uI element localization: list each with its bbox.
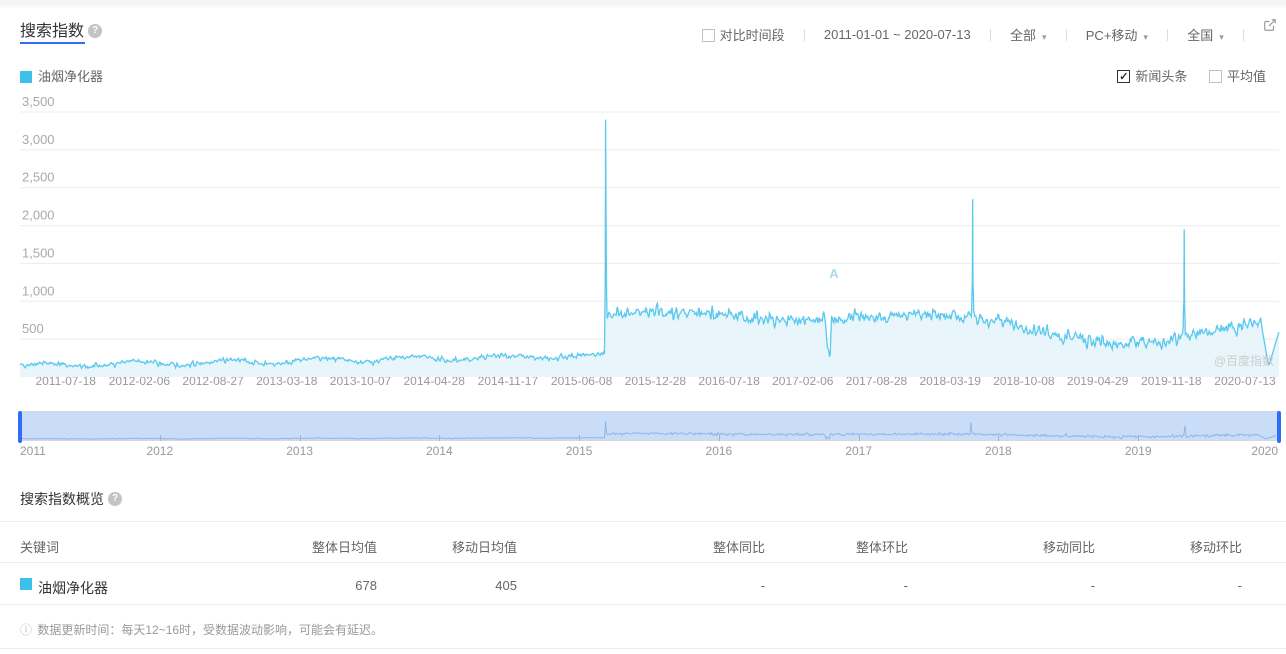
svg-text:1,500: 1,500 — [22, 245, 55, 260]
svg-text:500: 500 — [22, 321, 44, 336]
svg-text:3,500: 3,500 — [22, 94, 55, 109]
svg-text:2,500: 2,500 — [22, 170, 55, 185]
svg-text:@百度指数: @百度指数 — [1214, 353, 1274, 368]
svg-text:A: A — [829, 266, 839, 281]
svg-text:1,000: 1,000 — [22, 283, 55, 298]
svg-text:3,000: 3,000 — [22, 132, 55, 147]
svg-text:2,000: 2,000 — [22, 208, 55, 223]
